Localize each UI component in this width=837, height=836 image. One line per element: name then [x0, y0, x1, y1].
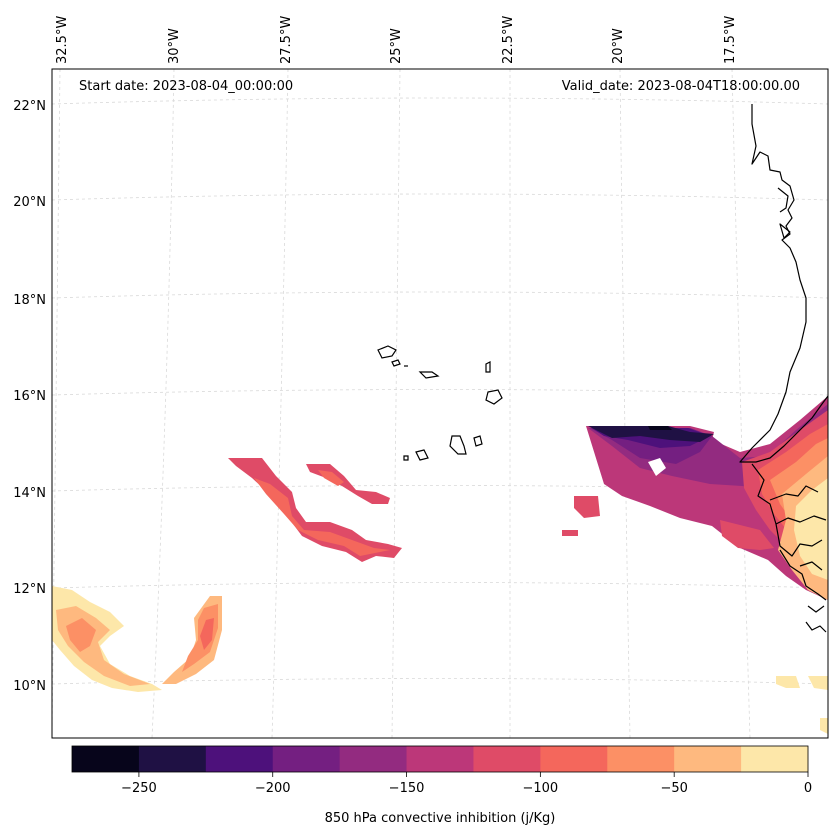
cin-band-west — [228, 458, 402, 562]
lat-tick-label: 10°N — [13, 679, 46, 694]
lat-tick-label: 18°N — [13, 293, 46, 308]
start-date-label: Start date: 2023-08-04_00:00:00 — [79, 79, 293, 94]
santo-antao — [377, 345, 397, 359]
colorbar-label: 850 hPa convective inhibition (j/Kg) — [325, 811, 556, 826]
gambia-border — [769, 485, 819, 501]
valid-date-label: Valid_date: 2023-08-04T18:00:00.00 — [562, 79, 800, 94]
lon-tick-label: 17.5°W — [723, 16, 738, 64]
colorbar-tick-label: −50 — [660, 781, 687, 796]
fogo — [415, 449, 429, 461]
colorbar-swatches — [72, 746, 809, 772]
cin-patch-a — [574, 496, 600, 518]
cin-se-cream — [776, 676, 800, 688]
santiago — [449, 435, 467, 455]
cin-sw-east-red — [200, 618, 214, 650]
cin-patch-b — [562, 530, 578, 536]
colorbar-swatch — [339, 746, 408, 772]
map-frame — [51, 68, 829, 739]
guinea-bissau-border — [775, 523, 823, 557]
gridlines — [52, 69, 828, 738]
colorbar-tick-label: −250 — [121, 781, 157, 796]
colorbar-frame — [71, 745, 809, 773]
colorbar-swatch — [473, 746, 541, 772]
colorbar-tick-label: −150 — [389, 781, 425, 796]
lat-tick-label: 14°N — [13, 486, 46, 501]
sierra-leone-coast — [807, 605, 825, 613]
colorbar-swatch — [205, 746, 274, 772]
cin-band-west-inner — [254, 478, 390, 556]
brava — [403, 455, 409, 461]
colorbar-swatch — [406, 746, 474, 772]
colorbar-tick-label: −100 — [523, 781, 559, 796]
maio — [473, 435, 483, 447]
colorbar-swatch — [138, 746, 207, 772]
cin-field — [52, 396, 828, 734]
cin-plume-core — [588, 426, 714, 442]
colorbar-swatch — [674, 746, 742, 772]
island-1 — [777, 187, 789, 213]
cin-coast-cream — [794, 478, 828, 580]
lat-tick-labels: 22°N 20°N 18°N 16°N 14°N 12°N 10°N — [13, 99, 46, 694]
cin-sw-orange — [66, 618, 96, 652]
cape-verde-islands — [377, 345, 503, 461]
sao-vicente — [391, 359, 401, 367]
cin-band-north-inner — [318, 470, 344, 486]
guinea-coast — [779, 549, 827, 601]
lat-tick-label: 22°N — [13, 99, 46, 114]
lon-tick-label: 30°W — [167, 28, 182, 64]
cin-se-cream-c — [820, 718, 828, 734]
colorbar: −250 −200 −150 −100 −50 0 850 hPa convective … — [71, 745, 812, 826]
lon-tick-label: 27.5°W — [279, 16, 294, 64]
coastlines — [739, 104, 828, 633]
colorbar-swatch — [607, 746, 675, 772]
cin-plume-hole — [648, 458, 666, 476]
island-2 — [779, 223, 791, 239]
lon-tick-label: 32.5°W — [55, 16, 70, 64]
lon-tick-labels: 32.5°W 30°W 27.5°W 25°W 22.5°W 20°W 17.5… — [55, 16, 738, 64]
sierra-leone-border — [805, 621, 827, 633]
sao-nicolau — [418, 371, 440, 379]
sal — [485, 361, 491, 373]
cin-coast-small-red — [720, 520, 774, 550]
colorbar-ticks: −250 −200 −150 −100 −50 0 — [121, 772, 812, 796]
lat-tick-label: 16°N — [13, 389, 46, 404]
lon-tick-label: 20°W — [611, 28, 626, 64]
african-coast — [739, 104, 828, 463]
cin-se-cream-b — [808, 676, 828, 690]
lat-tick-label: 20°N — [13, 195, 46, 210]
colorbar-swatch — [72, 746, 140, 772]
colorbar-tick-label: 0 — [804, 781, 812, 796]
colorbar-swatch — [741, 746, 809, 772]
lat-tick-label: 12°N — [13, 582, 46, 597]
colorbar-swatch — [272, 746, 341, 772]
map-area — [52, 69, 828, 738]
colorbar-swatch — [540, 746, 608, 772]
colorbar-tick-label: −200 — [255, 781, 291, 796]
boa-vista — [485, 389, 503, 405]
guinea-border — [799, 561, 823, 571]
lon-tick-label: 25°W — [389, 28, 404, 64]
cin-plume-min — [648, 426, 672, 430]
lon-tick-label: 22.5°W — [501, 16, 516, 64]
